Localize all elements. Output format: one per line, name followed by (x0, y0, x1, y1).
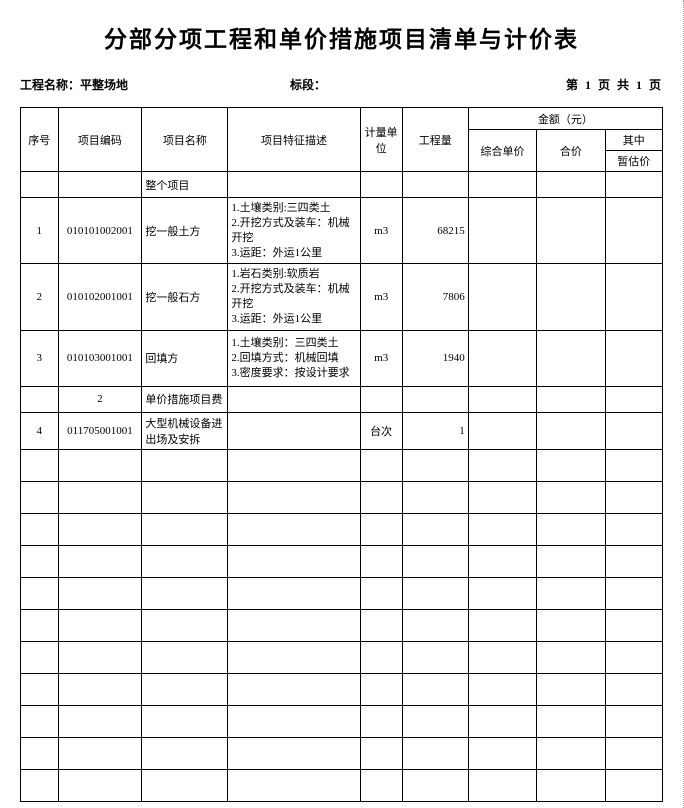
section-whole: 整个项目 (142, 172, 228, 198)
table-row (21, 705, 663, 737)
th-name: 项目名称 (142, 108, 228, 172)
pricing-table: 序号 项目编码 项目名称 项目特征描述 计量单位 工程量 金额（元） 综合单价 … (20, 107, 663, 802)
cell-name: 回填方 (142, 330, 228, 386)
table-row (21, 513, 663, 545)
meta-row: 工程名称：平整场地 标段： 第 1 页 共 1 页 (20, 76, 663, 93)
section-label: 标段： (290, 78, 326, 92)
cell-seq: 2 (21, 264, 59, 330)
cell-desc: 1.土壤类别:三四类土2.开挖方式及装车：机械开挖3.运距：外运1公里 (228, 198, 360, 264)
table-row: 2 010102001001 挖一般石方 1.岩石类别:软质岩2.开挖方式及装车… (21, 264, 663, 330)
cell-name: 大型机械设备进出场及安拆 (142, 412, 228, 449)
cell-qty: 68215 (402, 198, 468, 264)
cell-name: 挖一般土方 (142, 198, 228, 264)
cell-desc (228, 412, 360, 449)
table-row (21, 641, 663, 673)
cell-desc: 1.岩石类别:软质岩2.开挖方式及装车：机械开挖3.运距：外运1公里 (228, 264, 360, 330)
th-of-which: 其中 (605, 130, 662, 151)
table-row (21, 737, 663, 769)
cell-desc: 1.土壤类别：三四类土2.回填方式：机械回填3.密度要求：按设计要求 (228, 330, 360, 386)
cell-qty: 1 (402, 412, 468, 449)
section-measure-name: 单价措施项目费 (142, 386, 228, 412)
project-name-field: 工程名称：平整场地 (20, 76, 290, 93)
th-provisional: 暂估价 (605, 151, 662, 172)
table-row (21, 481, 663, 513)
cell-code: 010102001001 (58, 264, 142, 330)
cell-unit: 台次 (360, 412, 402, 449)
th-amount: 金额（元） (468, 108, 662, 130)
table-row: 1 010101002001 挖一般土方 1.土壤类别:三四类土2.开挖方式及装… (21, 198, 663, 264)
cell-unit: m3 (360, 198, 402, 264)
th-total: 合价 (537, 130, 605, 172)
cell-qty: 7806 (402, 264, 468, 330)
th-seq: 序号 (21, 108, 59, 172)
cell-code: 011705001001 (58, 412, 142, 449)
project-label: 工程名称： (20, 78, 80, 92)
table-row (21, 449, 663, 481)
cell-unit: m3 (360, 330, 402, 386)
th-unit-price: 综合单价 (468, 130, 536, 172)
cell-seq: 1 (21, 198, 59, 264)
table-row (21, 769, 663, 801)
table-row: 4 011705001001 大型机械设备进出场及安拆 台次 1 (21, 412, 663, 449)
th-qty: 工程量 (402, 108, 468, 172)
cell-code: 010101002001 (58, 198, 142, 264)
section-measure-no: 2 (58, 386, 142, 412)
cell-name: 挖一般石方 (142, 264, 228, 330)
project-value: 平整场地 (80, 78, 128, 92)
table-row (21, 609, 663, 641)
table-row: 3 010103001001 回填方 1.土壤类别：三四类土2.回填方式：机械回… (21, 330, 663, 386)
cell-seq: 4 (21, 412, 59, 449)
table-row (21, 577, 663, 609)
table-row (21, 673, 663, 705)
section-field: 标段： (290, 76, 521, 93)
th-unit: 计量单位 (360, 108, 402, 172)
cell-qty: 1940 (402, 330, 468, 386)
cell-code: 010103001001 (58, 330, 142, 386)
cell-seq: 3 (21, 330, 59, 386)
page-indicator: 第 1 页 共 1 页 (522, 76, 663, 93)
table-row: 整个项目 (21, 172, 663, 198)
th-code: 项目编码 (58, 108, 142, 172)
cell-unit: m3 (360, 264, 402, 330)
table-row (21, 545, 663, 577)
th-desc: 项目特征描述 (228, 108, 360, 172)
page-title: 分部分项工程和单价措施项目清单与计价表 (20, 20, 663, 54)
table-row: 2 单价措施项目费 (21, 386, 663, 412)
